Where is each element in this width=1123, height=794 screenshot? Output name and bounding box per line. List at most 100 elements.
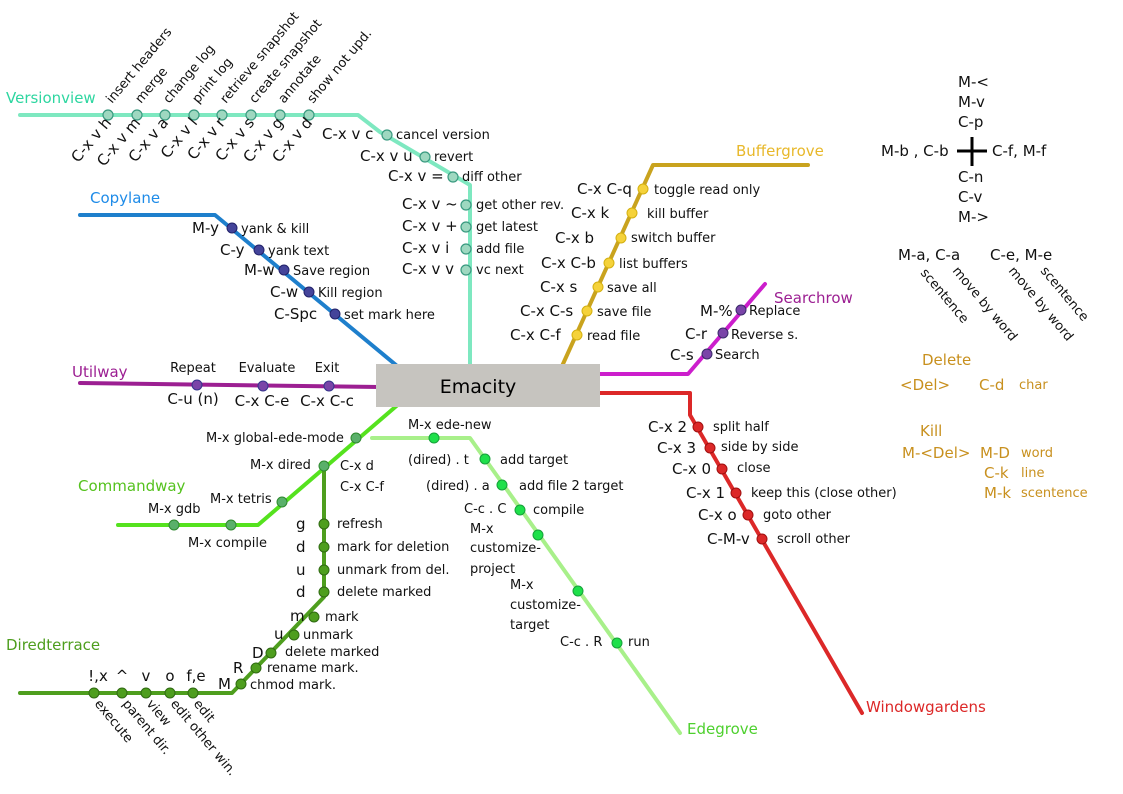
station-label: customize- [510, 598, 581, 613]
station[interactable] [318, 564, 330, 576]
station-key: C-x v i [402, 239, 449, 257]
station-label: Search [715, 348, 760, 363]
station[interactable] [460, 243, 472, 255]
station[interactable] [188, 109, 200, 121]
station[interactable] [514, 504, 526, 516]
hub-box[interactable] [376, 364, 600, 407]
station[interactable] [701, 348, 713, 360]
station[interactable] [216, 109, 228, 121]
station[interactable] [460, 199, 472, 211]
station[interactable] [164, 687, 176, 699]
station[interactable] [350, 432, 362, 444]
station[interactable] [265, 647, 277, 659]
station[interactable] [532, 529, 544, 541]
versionview-right-stations [381, 129, 472, 276]
station-label: kill buffer [647, 207, 709, 222]
nav-up-3: C-p [958, 113, 983, 131]
diredterrace-right: g d u d refresh mark for deletion unmark… [296, 515, 450, 601]
station[interactable] [253, 244, 265, 256]
station-label: diff other [462, 170, 522, 185]
station[interactable] [479, 453, 491, 465]
station[interactable] [159, 109, 171, 121]
station[interactable] [571, 329, 583, 341]
station[interactable] [225, 519, 237, 531]
navigation-legend: M-< M-v C-p M-b , C-b C-f, M-f C-n C-v M… [881, 73, 1047, 226]
station[interactable] [274, 109, 286, 121]
station[interactable] [226, 222, 238, 234]
station[interactable] [704, 442, 716, 454]
copylane-keys: M-y C-y M-w C-w C-Spc [192, 219, 317, 323]
station[interactable] [102, 109, 114, 121]
station[interactable] [419, 151, 431, 163]
station-label: list buffers [619, 257, 688, 272]
station[interactable] [116, 687, 128, 699]
station-key: d [296, 538, 306, 556]
station[interactable] [250, 662, 262, 674]
station[interactable] [626, 207, 638, 219]
station[interactable] [447, 171, 459, 183]
station[interactable] [381, 129, 393, 141]
station[interactable] [235, 678, 247, 690]
station[interactable] [637, 183, 649, 195]
station[interactable] [428, 432, 440, 444]
station[interactable] [735, 304, 747, 316]
station[interactable] [140, 687, 152, 699]
station[interactable] [187, 687, 199, 699]
station[interactable] [717, 327, 729, 339]
station[interactable] [592, 281, 604, 293]
station[interactable] [323, 380, 335, 392]
diredterrace-bottom: !,x ^ v o f,e execute parent dir. view e… [88, 667, 239, 779]
station[interactable] [245, 109, 257, 121]
station[interactable] [603, 257, 615, 269]
station-label: refresh [337, 517, 383, 532]
station[interactable] [318, 541, 330, 553]
nav-up-1: M-< [958, 73, 989, 91]
kill-unit-3: scentence [1021, 486, 1088, 501]
diredterrace-name: Diredterrace [6, 636, 100, 654]
station-key: M-y [192, 219, 219, 237]
station[interactable] [276, 496, 288, 508]
station[interactable] [88, 687, 100, 699]
searchrow-name: Searchrow [774, 289, 853, 307]
station-key: d [296, 583, 306, 601]
station[interactable] [303, 109, 315, 121]
station-key: m [290, 607, 305, 625]
station-label: customize- [470, 541, 541, 556]
station[interactable] [692, 421, 704, 433]
station[interactable] [730, 487, 742, 499]
station[interactable] [168, 519, 180, 531]
station[interactable] [257, 380, 269, 392]
station[interactable] [318, 586, 330, 598]
station[interactable] [288, 629, 300, 641]
station[interactable] [303, 286, 315, 298]
station-label: M-x dired [250, 458, 311, 473]
station[interactable] [329, 308, 341, 320]
station[interactable] [615, 232, 627, 244]
station[interactable] [742, 509, 754, 521]
station[interactable] [756, 533, 768, 545]
station-key: C-x v v [402, 260, 454, 278]
station[interactable] [611, 637, 623, 649]
station-key: C-c . C [464, 502, 506, 517]
station[interactable] [572, 585, 584, 597]
station[interactable] [278, 264, 290, 276]
station[interactable] [496, 479, 508, 491]
station[interactable] [460, 221, 472, 233]
station[interactable] [191, 379, 203, 391]
kill-legend: Kill M-<Del> M-D C-k M-k word line scent… [902, 422, 1088, 502]
station-label: add target [500, 453, 568, 468]
buffergrove-labels: toggle read only kill buffer switch buff… [587, 183, 761, 344]
station[interactable] [131, 109, 143, 121]
station-label: Replace [749, 304, 800, 319]
station[interactable] [308, 611, 320, 623]
station[interactable] [318, 518, 330, 530]
station-key: C-x 2 [648, 418, 687, 436]
station[interactable] [460, 264, 472, 276]
station-label: vc next [476, 263, 524, 278]
station[interactable] [318, 460, 330, 472]
station[interactable] [716, 463, 728, 475]
kill-unit-2: line [1021, 466, 1044, 481]
station-label: M-x tetris [210, 492, 272, 507]
station[interactable] [581, 305, 593, 317]
